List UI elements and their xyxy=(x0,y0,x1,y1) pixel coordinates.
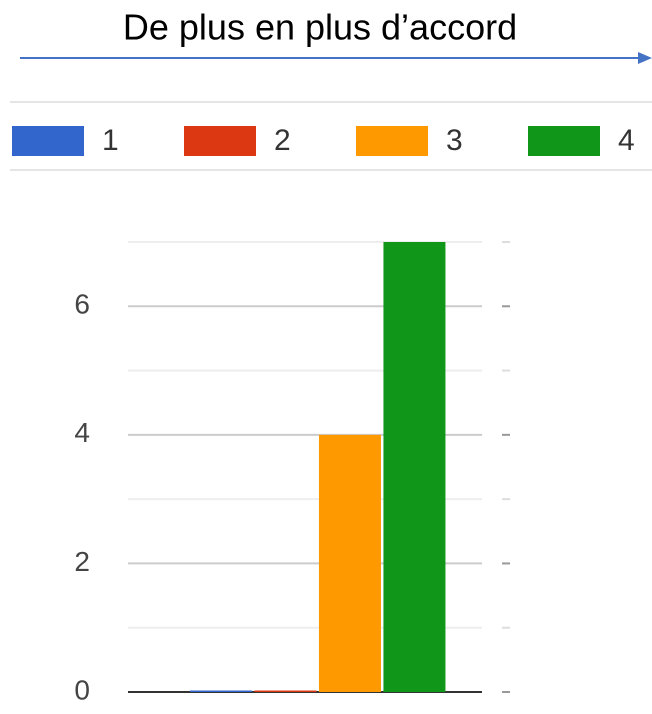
bar xyxy=(318,434,381,692)
y-tick-label: 4 xyxy=(74,417,90,448)
legend-swatch xyxy=(356,126,428,156)
legend-swatch xyxy=(528,126,600,156)
legend-label: 2 xyxy=(274,124,291,157)
y-tick-label: 6 xyxy=(74,289,90,320)
bar xyxy=(254,690,317,692)
y-tick-label: 2 xyxy=(74,546,90,577)
chart-title: De plus en plus d’accord xyxy=(123,7,517,48)
arrow-head xyxy=(638,52,652,64)
legend-label: 3 xyxy=(446,124,463,157)
legend-label: 4 xyxy=(618,124,635,157)
bar xyxy=(383,242,446,692)
legend-swatch xyxy=(12,126,84,156)
bar xyxy=(189,690,252,692)
legend-swatch xyxy=(184,126,256,156)
y-tick-label: 0 xyxy=(74,674,90,705)
legend-label: 1 xyxy=(102,124,119,157)
